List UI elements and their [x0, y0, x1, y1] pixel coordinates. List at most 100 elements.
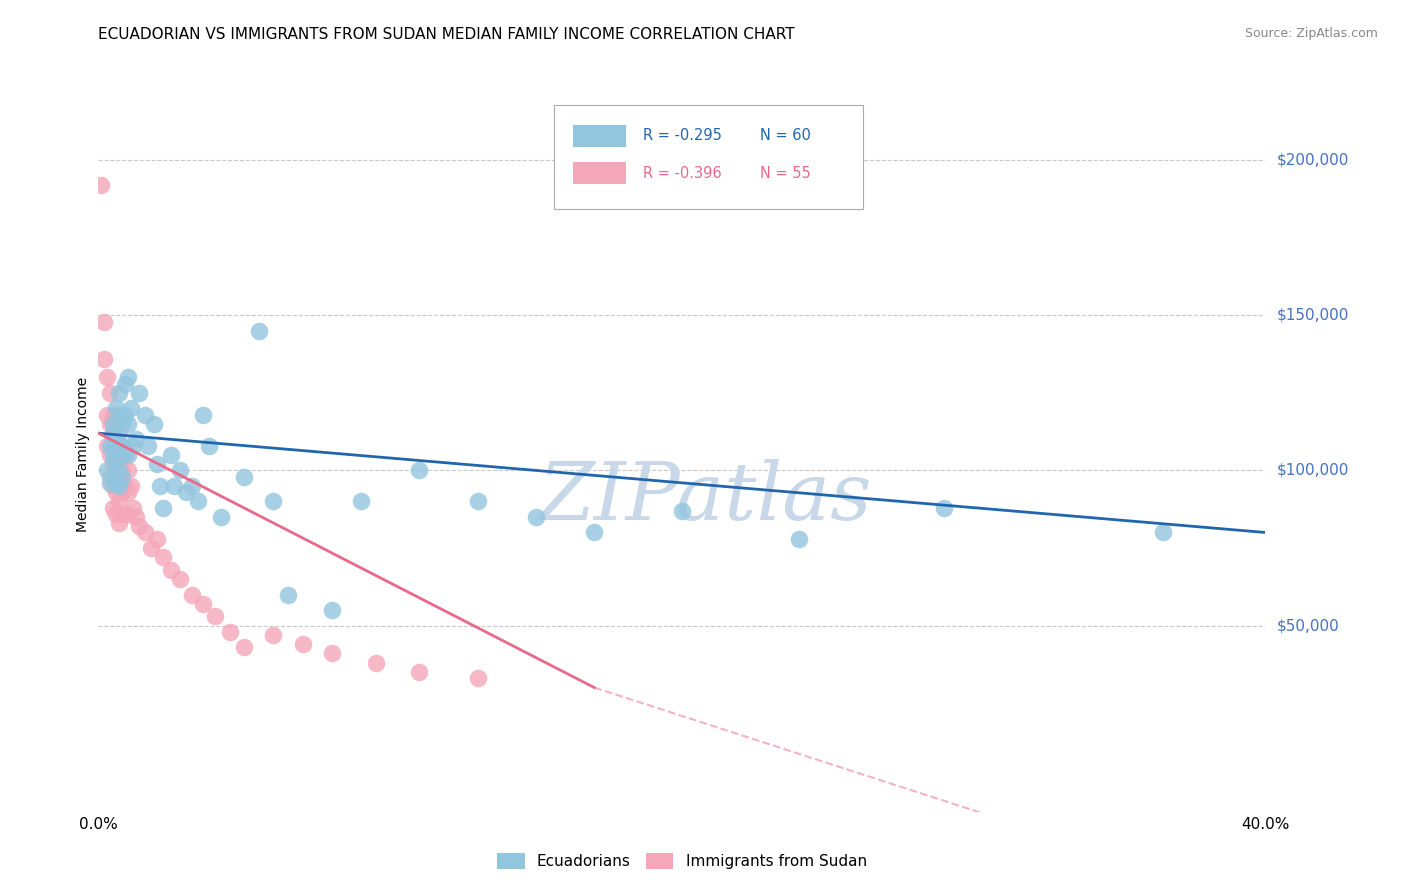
Text: R = -0.396: R = -0.396 — [644, 166, 723, 180]
Point — [108, 479, 131, 493]
Point — [101, 408, 124, 422]
Point — [163, 479, 186, 493]
Point — [125, 433, 148, 447]
Point — [149, 479, 172, 493]
Point — [198, 439, 221, 453]
Point — [117, 417, 139, 431]
Point — [187, 494, 209, 508]
Point — [408, 665, 430, 679]
Text: Source: ZipAtlas.com: Source: ZipAtlas.com — [1244, 27, 1378, 40]
Point — [321, 647, 343, 661]
Point — [101, 469, 124, 483]
Point — [111, 507, 134, 521]
Point — [108, 426, 131, 441]
Point — [364, 656, 387, 670]
Point — [98, 469, 121, 483]
Point — [787, 532, 810, 546]
Point — [114, 479, 136, 493]
Point — [134, 525, 156, 540]
Text: $200,000: $200,000 — [1277, 153, 1350, 168]
Point — [101, 426, 124, 441]
Point — [104, 475, 127, 490]
Point — [101, 479, 124, 493]
Point — [321, 603, 343, 617]
Point — [111, 439, 134, 453]
Point — [139, 541, 162, 555]
Point — [114, 445, 136, 459]
Point — [247, 324, 270, 338]
Point — [233, 469, 256, 483]
Point — [104, 439, 127, 453]
Point — [117, 448, 139, 462]
Point — [108, 516, 131, 531]
Point — [169, 572, 191, 586]
Point — [104, 454, 127, 468]
Point — [104, 433, 127, 447]
Point — [408, 463, 430, 477]
Point — [180, 588, 202, 602]
Legend: Ecuadorians, Immigrants from Sudan: Ecuadorians, Immigrants from Sudan — [491, 847, 873, 875]
Point — [108, 385, 131, 400]
Text: ZIPatlas: ZIPatlas — [538, 459, 872, 536]
Point — [277, 588, 299, 602]
Point — [160, 563, 183, 577]
Point — [117, 485, 139, 500]
Point — [108, 494, 131, 508]
Point — [111, 417, 134, 431]
Text: $150,000: $150,000 — [1277, 308, 1350, 323]
Point — [146, 532, 169, 546]
Point — [101, 450, 124, 465]
Point — [134, 408, 156, 422]
Point — [350, 494, 373, 508]
Point — [101, 442, 124, 456]
Point — [160, 448, 183, 462]
Point — [152, 550, 174, 565]
Point — [467, 494, 489, 508]
Text: N = 55: N = 55 — [761, 166, 811, 180]
Point — [169, 463, 191, 477]
Point — [174, 485, 197, 500]
Point — [262, 494, 284, 508]
Text: $50,000: $50,000 — [1277, 618, 1340, 633]
Point — [98, 417, 121, 431]
Point — [108, 408, 131, 422]
Point — [111, 463, 134, 477]
Point — [96, 370, 118, 384]
Point — [146, 457, 169, 471]
Point — [671, 504, 693, 518]
FancyBboxPatch shape — [574, 162, 626, 184]
Point — [108, 448, 131, 462]
Point — [467, 671, 489, 685]
Point — [524, 510, 547, 524]
Point — [111, 469, 134, 483]
Point — [262, 628, 284, 642]
Point — [96, 463, 118, 477]
Point — [111, 439, 134, 453]
Point — [98, 439, 121, 453]
Point — [583, 525, 606, 540]
Point — [1152, 525, 1174, 540]
Point — [291, 637, 314, 651]
Point — [104, 401, 127, 416]
Point — [111, 485, 134, 500]
Point — [90, 178, 112, 192]
Point — [104, 485, 127, 500]
Point — [93, 351, 115, 366]
Point — [114, 376, 136, 391]
Text: N = 60: N = 60 — [761, 128, 811, 144]
Point — [128, 385, 150, 400]
Point — [152, 500, 174, 515]
Text: R = -0.295: R = -0.295 — [644, 128, 723, 144]
Point — [193, 597, 215, 611]
Point — [125, 510, 148, 524]
Point — [108, 469, 131, 483]
Point — [128, 519, 150, 533]
Point — [142, 417, 165, 431]
Point — [120, 401, 142, 416]
Point — [180, 479, 202, 493]
Point — [98, 385, 121, 400]
Point — [98, 475, 121, 490]
Point — [117, 370, 139, 384]
Point — [101, 417, 124, 431]
Point — [117, 507, 139, 521]
